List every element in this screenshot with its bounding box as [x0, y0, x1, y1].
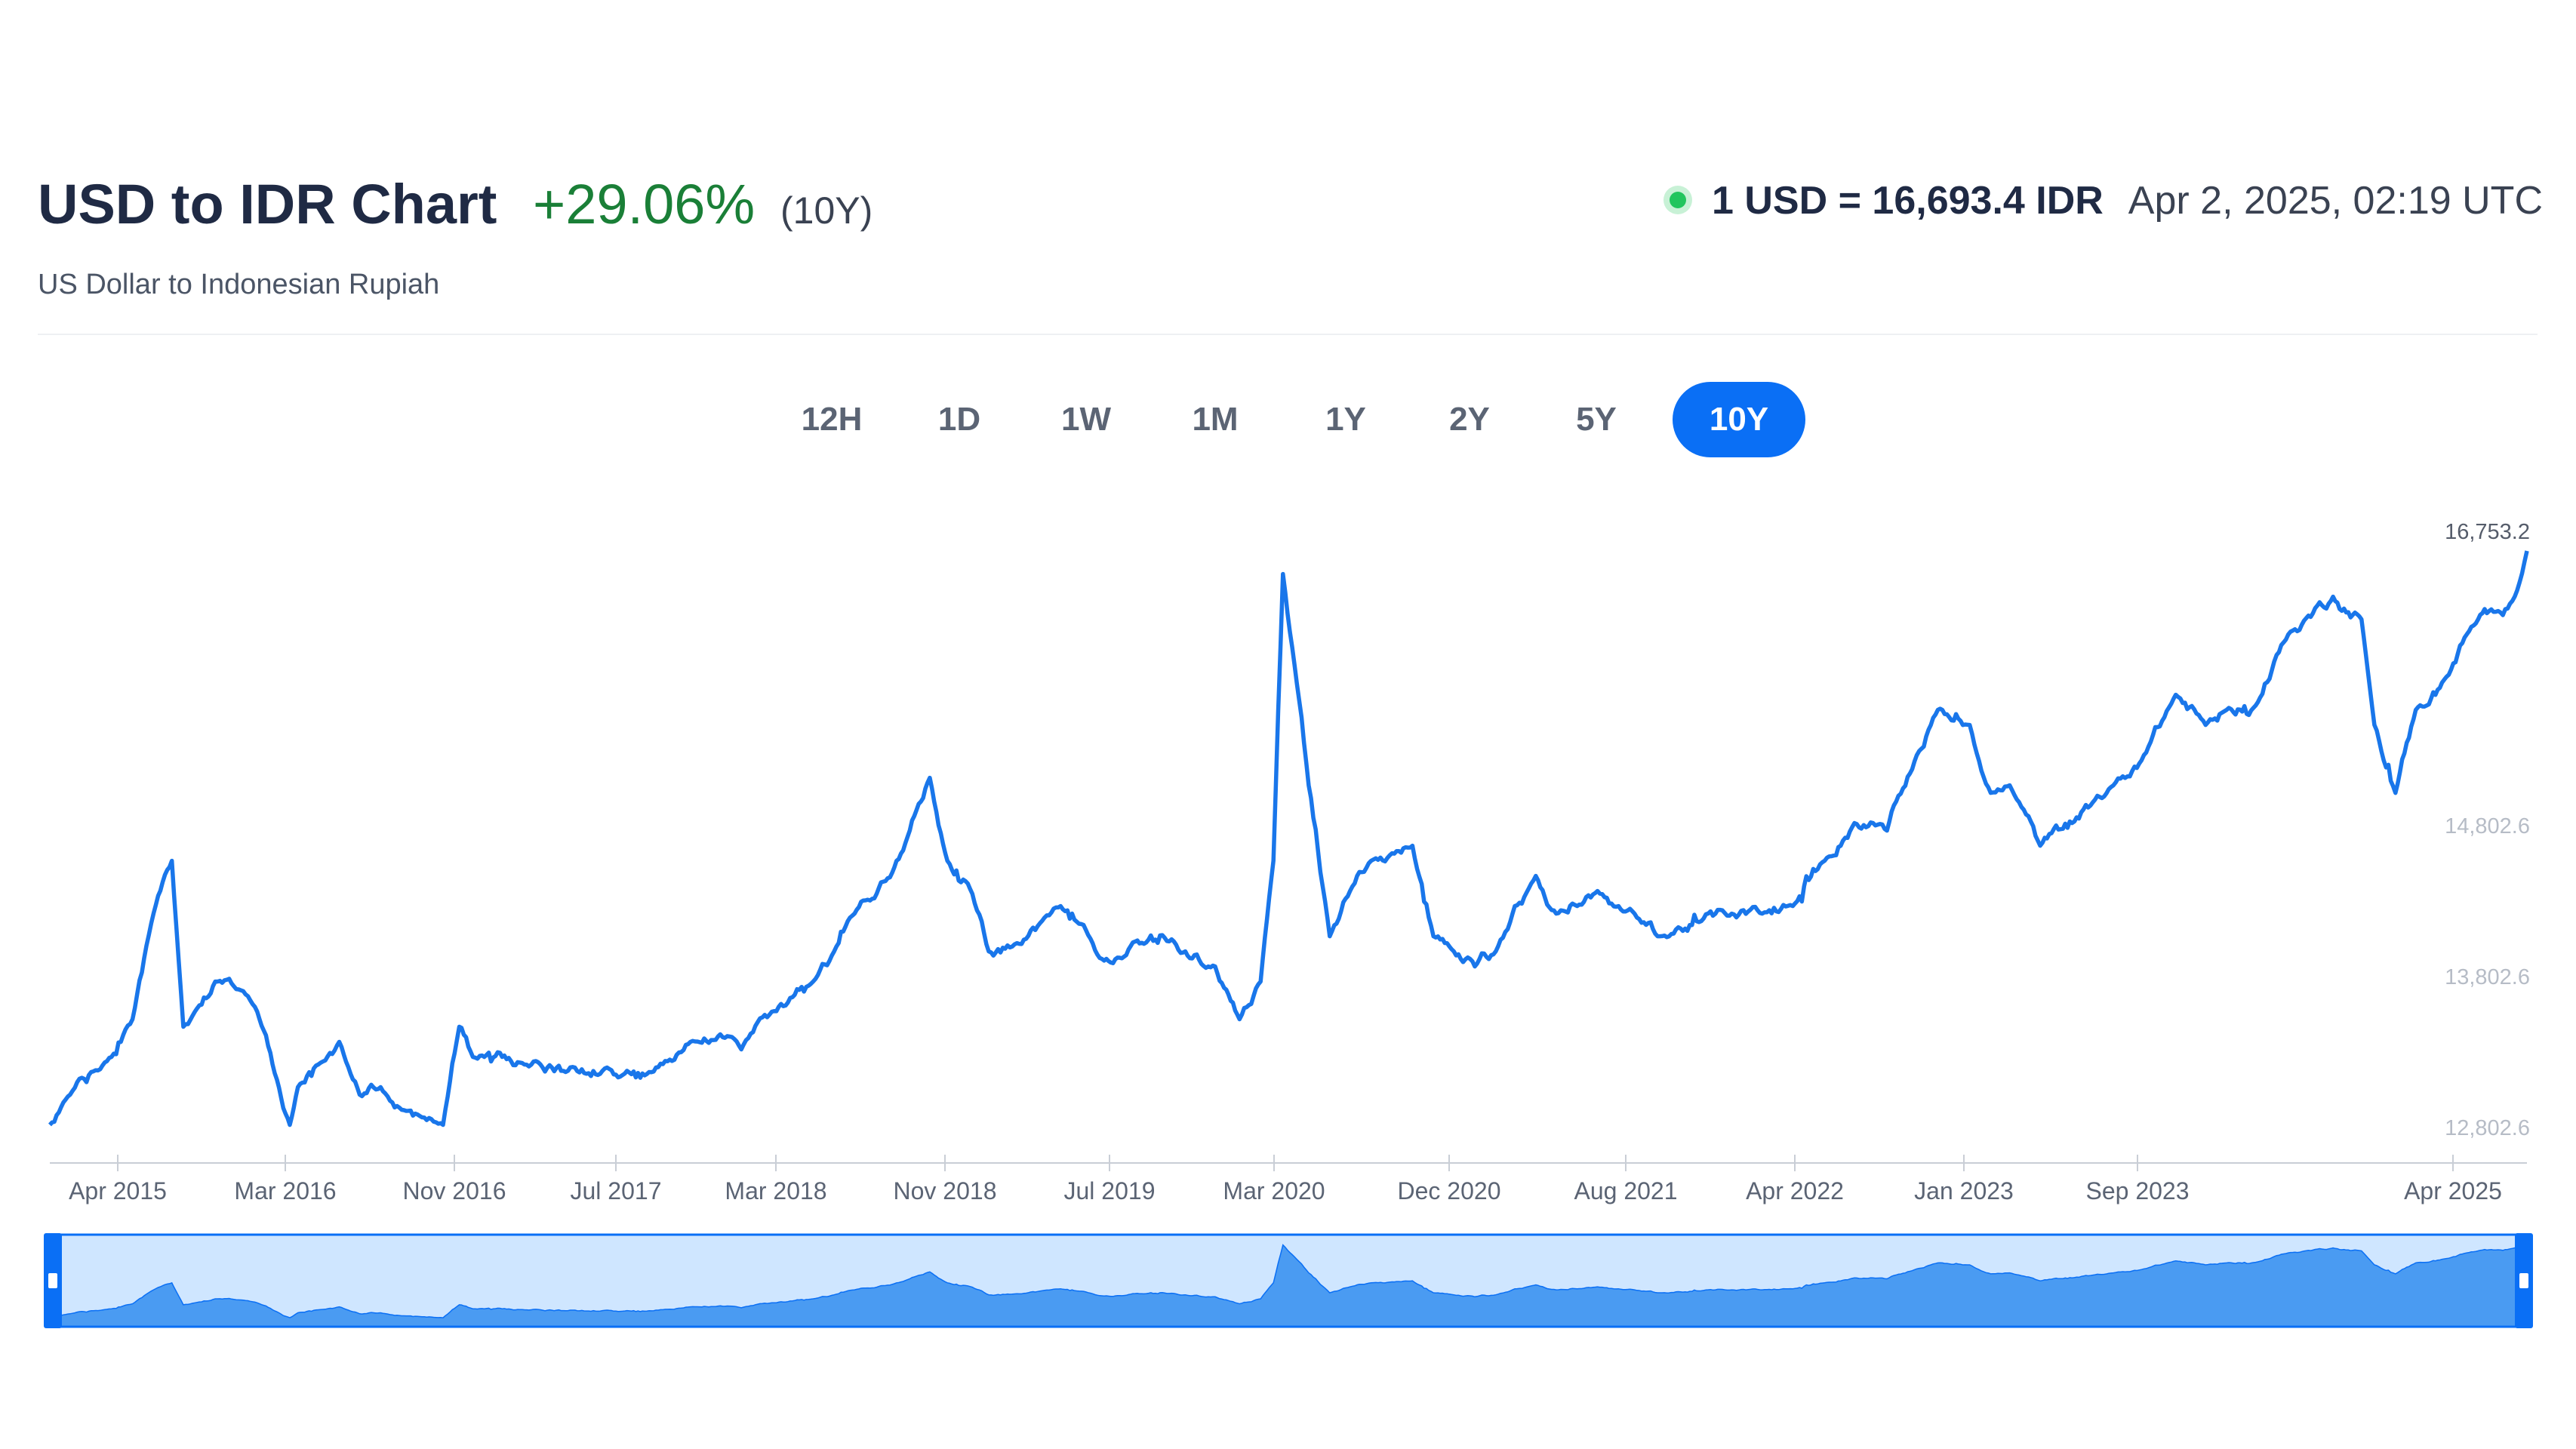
y-tick-label: 16,753.2: [2445, 520, 2530, 544]
x-tick-label: Aug 2021: [1574, 1177, 1677, 1204]
y-tick-label: 13,802.6: [2445, 965, 2530, 989]
x-tick-label: Jul 2019: [1064, 1177, 1156, 1204]
x-axis: Apr 2015 Mar 2016 Nov 2016 Jul 2017 Mar 2018…: [50, 1155, 2527, 1204]
x-tick-label: Nov 2016: [403, 1177, 506, 1204]
x-tick-label: Jan 2023: [1914, 1177, 2014, 1204]
range-12h-button[interactable]: 12H: [801, 401, 863, 438]
chart-title: USD to IDR Chart: [38, 173, 497, 235]
chart-subtitle: US Dollar to Indonesian Rupiah: [38, 269, 440, 300]
x-tick-label: Mar 2018: [725, 1177, 826, 1204]
y-axis-labels: 16,753.2 14,802.6 13,802.6 12,802.6: [2445, 520, 2530, 1140]
x-tick-label: Dec 2020: [1398, 1177, 1501, 1204]
change-period: (10Y): [780, 189, 873, 232]
x-tick-label: Mar 2016: [234, 1177, 336, 1204]
x-tick-label: Apr 2025: [2404, 1177, 2502, 1204]
range-2y-button[interactable]: 2Y: [1449, 401, 1490, 438]
series-line: [48, 550, 2529, 1128]
x-tick-label: Apr 2015: [69, 1177, 167, 1204]
time-range-selector: 12H 1D 1W 1M 1Y 2Y 5Y 10Y: [785, 382, 1805, 457]
live-status-icon: [1670, 192, 1686, 208]
range-1w-button[interactable]: 1W: [1061, 401, 1111, 438]
range-1d-button[interactable]: 1D: [937, 401, 981, 438]
y-tick-label: 12,802.6: [2445, 1116, 2530, 1140]
x-tick-label: Apr 2022: [1746, 1177, 1844, 1204]
x-tick-label: Sep 2023: [2085, 1177, 2189, 1204]
range-10y-button[interactable]: 10Y: [1673, 382, 1805, 457]
range-1m-button[interactable]: 1M: [1192, 401, 1239, 438]
percent-change: +29.06%: [533, 173, 756, 235]
plot-area: [48, 550, 2529, 1128]
current-rate: 1 USD = 16,693.4 IDR: [1712, 179, 2104, 223]
x-tick-label: Jul 2017: [571, 1177, 662, 1204]
grip-icon: [2519, 1273, 2528, 1288]
range-navigator[interactable]: [44, 1233, 2533, 1328]
y-tick-label: 14,802.6: [2445, 814, 2530, 838]
range-1y-button[interactable]: 1Y: [1325, 401, 1366, 438]
x-tick-label: Mar 2020: [1223, 1177, 1325, 1204]
x-tick-label: Nov 2018: [894, 1177, 997, 1204]
grip-icon: [48, 1273, 57, 1288]
range-5y-button[interactable]: 5Y: [1576, 401, 1617, 438]
rate-timestamp: Apr 2, 2025, 02:19 UTC: [2128, 179, 2543, 223]
header-divider: [38, 334, 2538, 335]
navigator-series-area: [49, 1241, 2528, 1327]
